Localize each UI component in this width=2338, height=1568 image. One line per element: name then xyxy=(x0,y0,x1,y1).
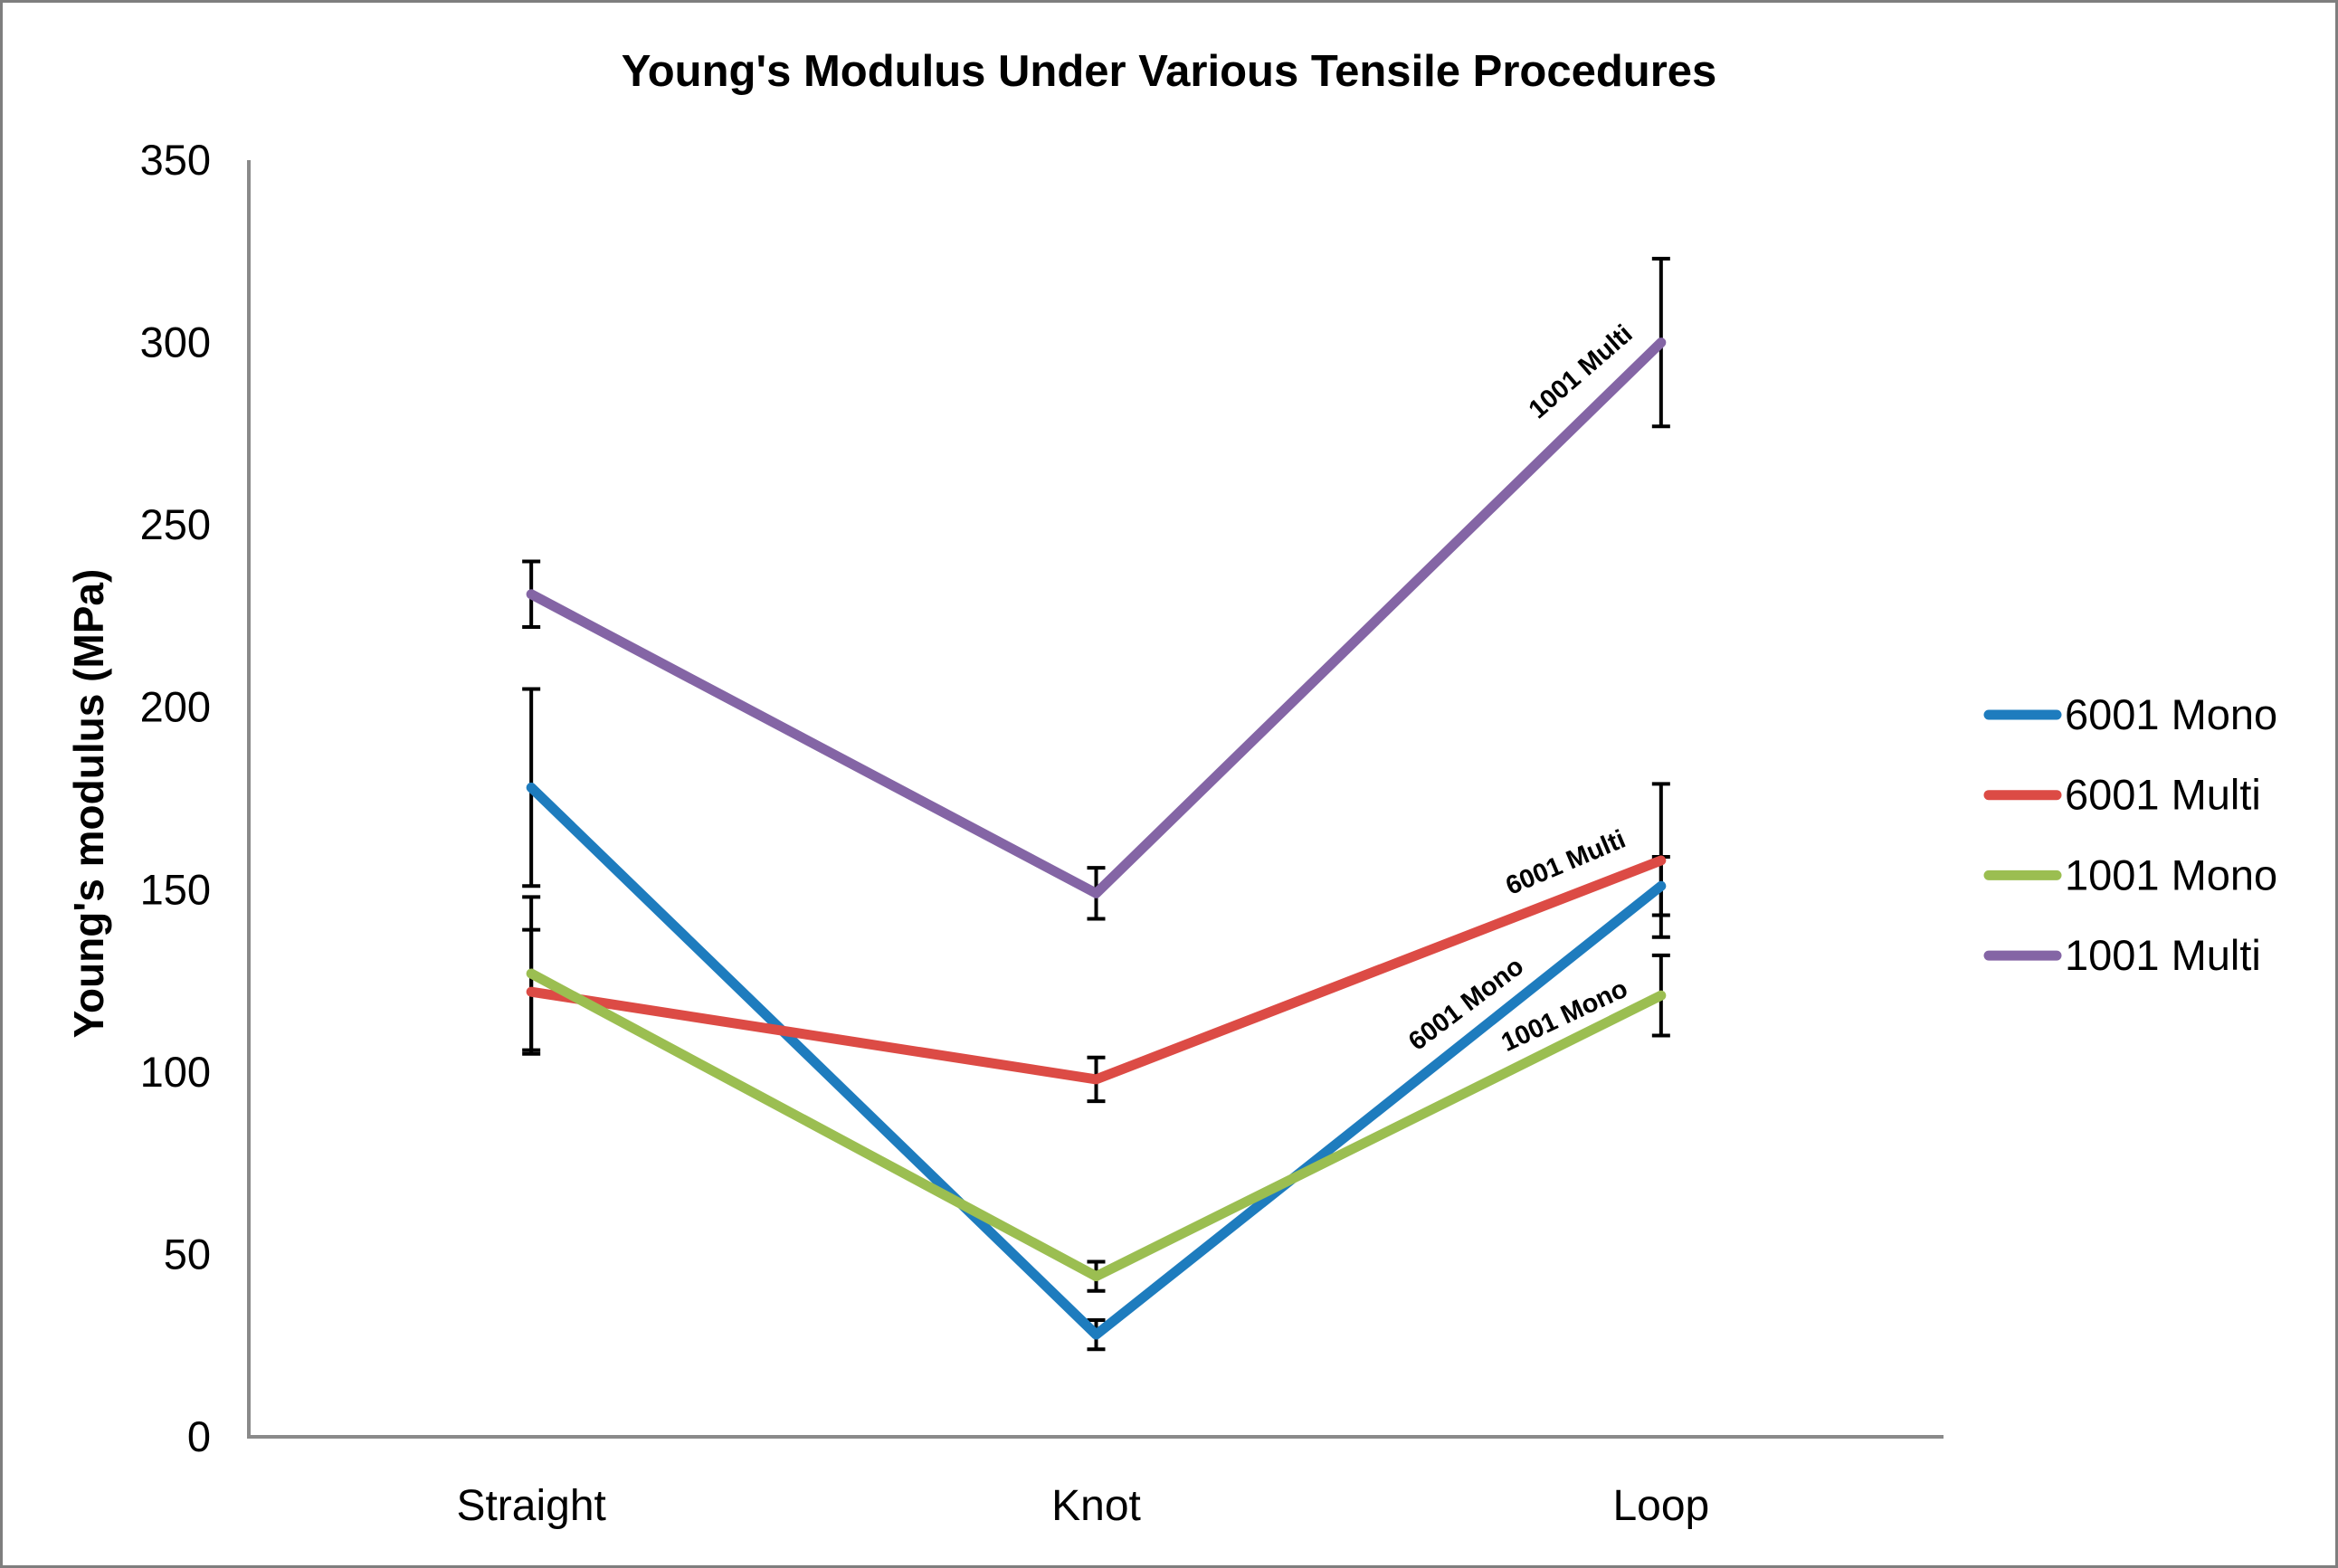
y-tick-label-200: 200 xyxy=(140,683,211,731)
chart-title: Young's Modulus Under Various Tensile Pr… xyxy=(621,47,1717,96)
category-label-knot: Knot xyxy=(1051,1482,1141,1530)
y-tick-label-150: 150 xyxy=(140,865,211,913)
y-tick-label-0: 0 xyxy=(187,1412,211,1460)
category-label-loop: Loop xyxy=(1612,1482,1709,1530)
legend-label-6001-multi: 6001 Multi xyxy=(2065,771,2261,819)
series-line-1001-mono xyxy=(526,968,1667,1282)
y-tick-label-50: 50 xyxy=(164,1230,211,1278)
y-tick-label-300: 300 xyxy=(140,318,211,366)
category-label-straight: Straight xyxy=(456,1482,605,1530)
y-tick-label-100: 100 xyxy=(140,1048,211,1096)
series-inline-label-1001-multi: 1001 Multi xyxy=(1524,319,1639,424)
series-line-6001-multi xyxy=(526,855,1667,1085)
series-line-6001-mono xyxy=(526,782,1667,1340)
y-tick-label-350: 350 xyxy=(140,136,211,184)
legend-label-6001-mono: 6001 Mono xyxy=(2065,690,2277,738)
plot-area: 0 50 100 150 200 250 300 350 Straight Knot Loop 600… xyxy=(140,136,2278,1530)
series-line-1001-multi xyxy=(526,337,1667,898)
legend-label-1001-multi: 1001 Multi xyxy=(2065,931,2261,979)
y-tick-label-250: 250 xyxy=(140,500,211,548)
series-inline-label-6001-multi: 6001 Multi xyxy=(1502,825,1630,901)
legend-label-1001-mono: 1001 Mono xyxy=(2065,851,2277,898)
